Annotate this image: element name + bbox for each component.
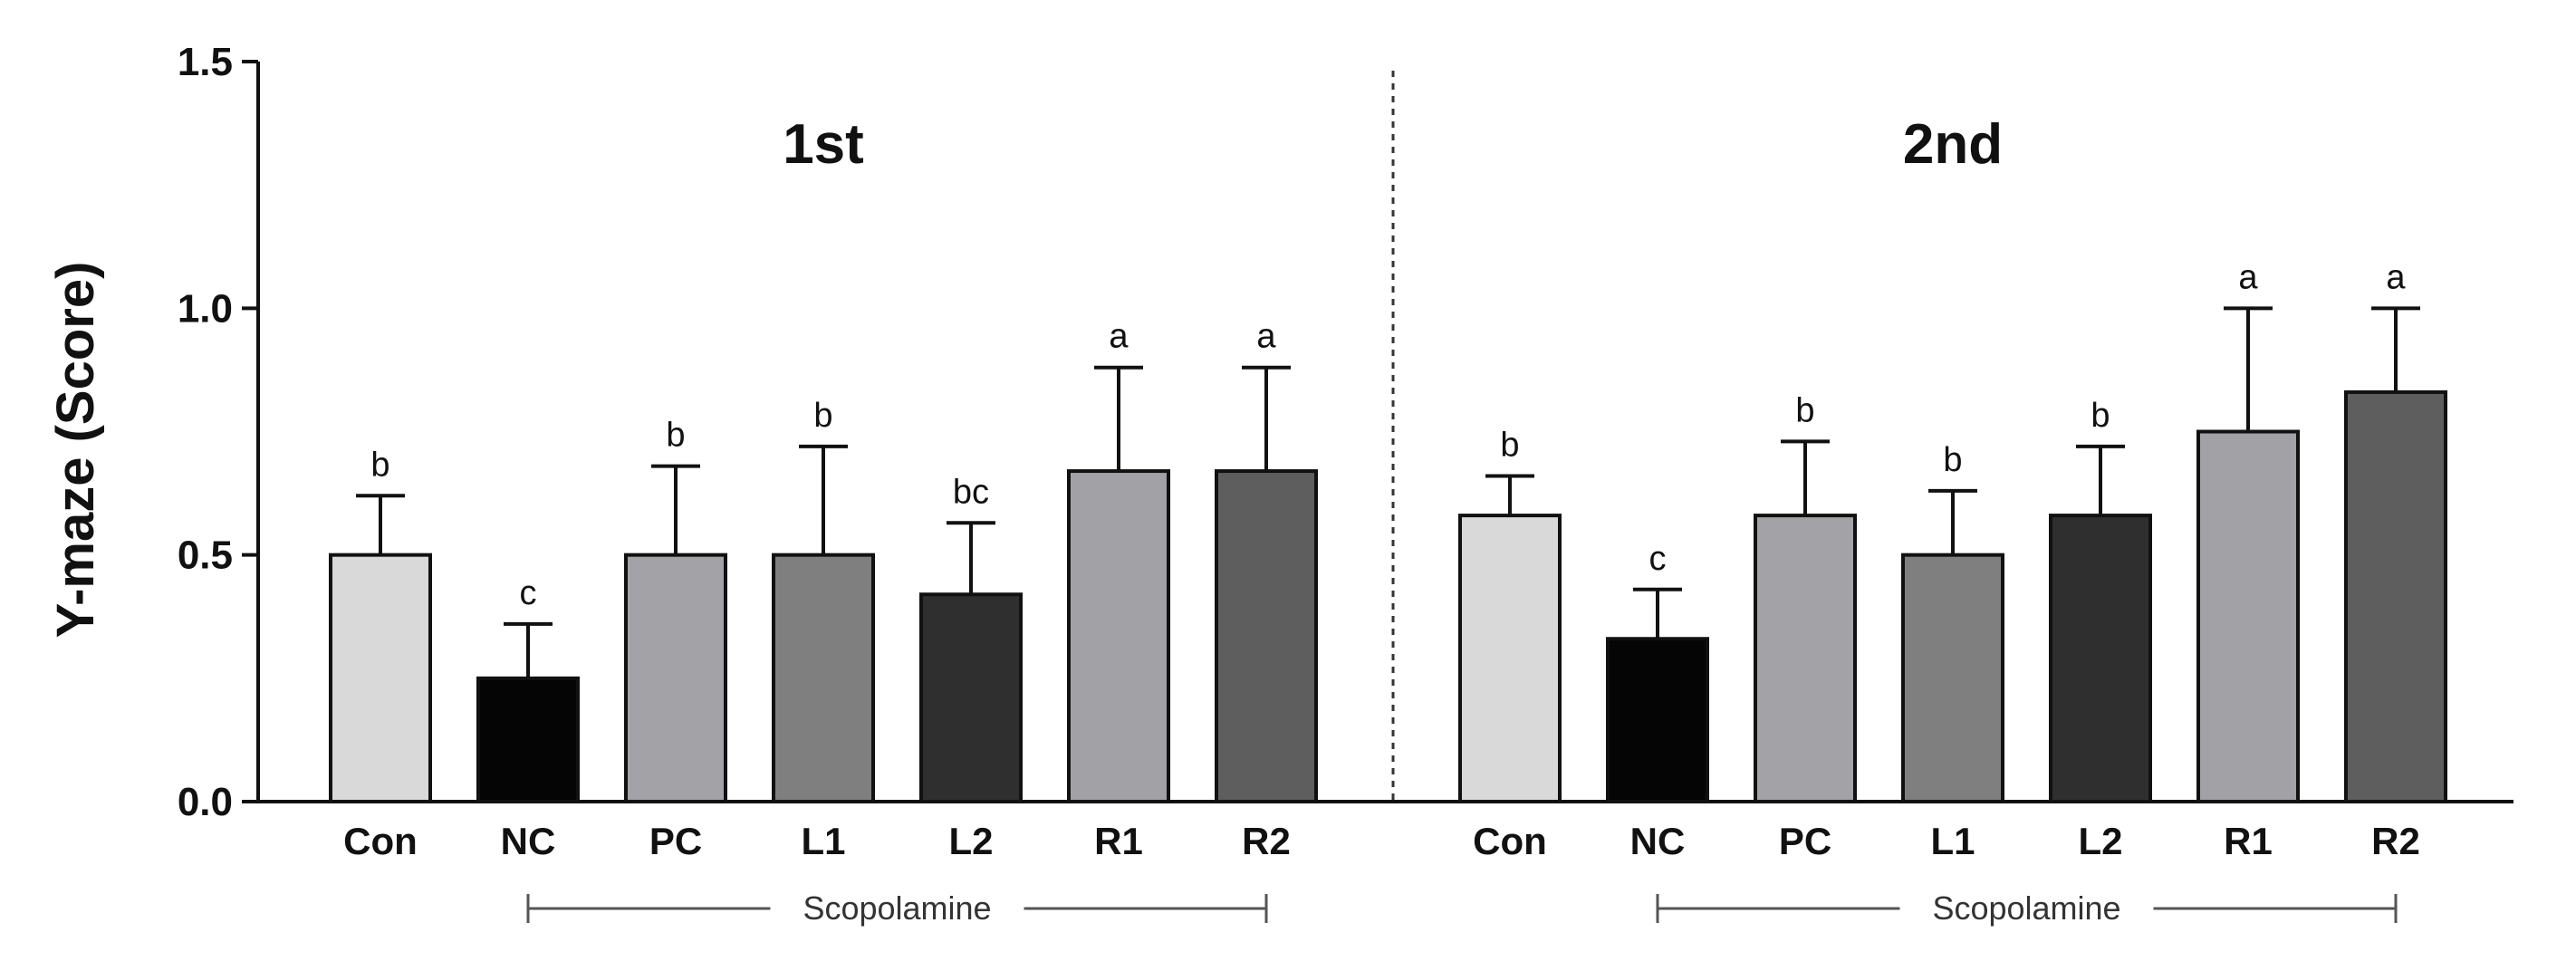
- x-tick-label: R2: [2371, 820, 2420, 862]
- significance-letter: a: [2238, 258, 2258, 296]
- y-tick-label: 1.5: [178, 40, 233, 84]
- significance-letter: c: [1649, 540, 1667, 578]
- x-tick-label: L2: [2078, 820, 2122, 862]
- panel-2nd: b Con c NC b PC b L1 b L2 a R1 a R2 2nd Scopolamine: [1458, 113, 2447, 927]
- significance-letter: b: [1795, 391, 1814, 429]
- bar-pc: [624, 553, 727, 804]
- significance-letter: a: [1256, 318, 1276, 356]
- x-tick-label: L1: [1930, 820, 1975, 862]
- panel-title: 1st: [783, 113, 864, 176]
- panel-1st: b Con c NC b PC b L1 bc L2 a R1 a R2 1st Scopolamine: [329, 113, 1318, 927]
- bar-r2: [1215, 469, 1318, 803]
- bar-l2: [2049, 514, 2152, 803]
- y-tick-label: 0.0: [178, 780, 233, 824]
- bar-l2: [919, 592, 1023, 803]
- bar-con: [329, 553, 432, 804]
- scopolamine-label: Scopolamine: [1932, 889, 2120, 927]
- x-tick-label: Con: [1473, 820, 1547, 862]
- y-tick-label: 1.0: [178, 286, 233, 331]
- bar-con: [1458, 514, 1562, 803]
- x-tick-label: R1: [1094, 820, 1143, 862]
- bar-r2: [2344, 389, 2447, 803]
- y-tick-label: 0.5: [178, 534, 233, 578]
- x-tick-label: L1: [801, 820, 845, 862]
- significance-letter: a: [2386, 258, 2406, 296]
- significance-letter: b: [666, 417, 685, 455]
- bar-nc: [1606, 637, 1709, 804]
- x-tick-label: L2: [948, 820, 993, 862]
- significance-letter: b: [1500, 427, 1519, 465]
- bar-pc: [1754, 514, 1857, 803]
- x-tick-label: NC: [1630, 820, 1686, 862]
- x-tick-label: Con: [343, 820, 418, 862]
- x-tick-label: R2: [1242, 820, 1291, 862]
- bar-nc: [476, 676, 580, 803]
- chart-panels: bConcNCbPCbL1bcL2aR1aR21stScopolaminebCo…: [329, 113, 2447, 927]
- significance-letter: b: [2091, 397, 2110, 435]
- y-axis-label: Y-maze (Score): [46, 262, 105, 639]
- significance-letter: a: [1109, 318, 1129, 356]
- x-tick-label: PC: [1779, 820, 1831, 862]
- significance-letter: bc: [953, 473, 989, 511]
- significance-letter: b: [813, 397, 832, 435]
- significance-letter: b: [370, 446, 389, 484]
- scopolamine-label: Scopolamine: [803, 889, 991, 927]
- x-tick-label: NC: [501, 820, 556, 862]
- bar-r1: [2196, 429, 2300, 803]
- panel-title: 2nd: [1903, 113, 2003, 176]
- bar-r1: [1067, 469, 1170, 803]
- significance-letter: c: [520, 574, 537, 612]
- bar-l1: [1901, 553, 2004, 804]
- x-tick-label: R1: [2224, 820, 2273, 862]
- bar-l1: [772, 553, 875, 804]
- significance-letter: b: [1943, 441, 1962, 479]
- x-tick-label: PC: [649, 820, 702, 862]
